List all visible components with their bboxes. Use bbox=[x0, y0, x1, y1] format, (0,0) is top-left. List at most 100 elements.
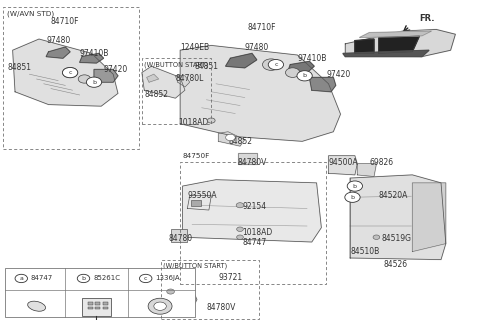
Text: 85261C: 85261C bbox=[93, 275, 120, 282]
Circle shape bbox=[237, 227, 243, 231]
Circle shape bbox=[77, 274, 90, 282]
Circle shape bbox=[237, 235, 243, 239]
Circle shape bbox=[62, 67, 78, 78]
Text: (W/BUTTON START): (W/BUTTON START) bbox=[144, 61, 208, 68]
Polygon shape bbox=[379, 36, 420, 53]
Circle shape bbox=[226, 134, 235, 141]
Polygon shape bbox=[226, 53, 257, 68]
Circle shape bbox=[78, 75, 91, 83]
Polygon shape bbox=[142, 66, 185, 98]
Text: 84851: 84851 bbox=[194, 62, 218, 71]
Circle shape bbox=[148, 298, 172, 314]
Text: 97480: 97480 bbox=[245, 43, 269, 52]
Polygon shape bbox=[218, 132, 245, 146]
Circle shape bbox=[62, 67, 78, 78]
Polygon shape bbox=[345, 30, 456, 56]
Polygon shape bbox=[175, 76, 190, 87]
Text: 1336JA: 1336JA bbox=[156, 275, 180, 282]
Text: (W/AVN STD): (W/AVN STD) bbox=[7, 10, 54, 17]
Bar bbox=[82, 298, 111, 316]
Text: 1018AD: 1018AD bbox=[178, 118, 208, 127]
Bar bbox=[103, 302, 108, 305]
Text: b: b bbox=[82, 276, 85, 281]
Text: 92154: 92154 bbox=[242, 202, 266, 211]
Bar bbox=[180, 162, 326, 283]
Circle shape bbox=[268, 59, 284, 70]
Circle shape bbox=[236, 203, 244, 208]
Bar bbox=[96, 302, 100, 305]
Text: b: b bbox=[350, 195, 354, 200]
Polygon shape bbox=[238, 152, 257, 164]
Circle shape bbox=[297, 71, 312, 81]
Text: 84710F: 84710F bbox=[51, 17, 80, 26]
Circle shape bbox=[86, 77, 102, 87]
Polygon shape bbox=[357, 164, 376, 177]
Text: a: a bbox=[19, 276, 23, 281]
Text: 84526: 84526 bbox=[384, 260, 408, 269]
Text: 84520A: 84520A bbox=[379, 191, 408, 200]
Text: 97420: 97420 bbox=[104, 65, 128, 74]
Text: 84780L: 84780L bbox=[175, 74, 204, 83]
Polygon shape bbox=[80, 53, 104, 63]
Polygon shape bbox=[182, 180, 322, 242]
Polygon shape bbox=[328, 156, 357, 175]
Polygon shape bbox=[343, 50, 429, 56]
Text: 84750F: 84750F bbox=[182, 153, 210, 159]
Polygon shape bbox=[350, 175, 446, 260]
Text: c: c bbox=[68, 70, 72, 75]
Text: 97420: 97420 bbox=[326, 70, 350, 79]
Text: c: c bbox=[274, 62, 277, 67]
Text: c: c bbox=[144, 276, 147, 281]
Circle shape bbox=[345, 192, 360, 202]
Bar bbox=[5, 268, 194, 317]
Polygon shape bbox=[360, 31, 432, 38]
Polygon shape bbox=[12, 39, 118, 106]
Polygon shape bbox=[147, 74, 158, 82]
Text: 84852: 84852 bbox=[144, 91, 168, 100]
Bar bbox=[96, 307, 100, 309]
Text: 97480: 97480 bbox=[46, 36, 71, 45]
Circle shape bbox=[373, 235, 380, 239]
Text: 84780V: 84780V bbox=[238, 158, 267, 167]
Text: b: b bbox=[302, 73, 307, 78]
Bar bbox=[103, 307, 108, 309]
Circle shape bbox=[154, 302, 166, 310]
Text: 93550A: 93550A bbox=[187, 191, 217, 200]
Text: FR.: FR. bbox=[420, 14, 435, 23]
Circle shape bbox=[167, 289, 174, 294]
Circle shape bbox=[263, 59, 280, 70]
Text: 94500A: 94500A bbox=[328, 158, 358, 167]
Polygon shape bbox=[412, 183, 446, 252]
Text: 69826: 69826 bbox=[369, 158, 393, 167]
Circle shape bbox=[286, 68, 300, 77]
Bar bbox=[88, 307, 93, 309]
Bar bbox=[3, 7, 140, 149]
Bar bbox=[170, 229, 187, 242]
Text: 84747: 84747 bbox=[31, 275, 53, 282]
Circle shape bbox=[207, 118, 215, 123]
Text: 84519G: 84519G bbox=[381, 234, 411, 243]
Text: 84780: 84780 bbox=[168, 234, 192, 243]
Text: 1249EB: 1249EB bbox=[180, 43, 209, 52]
Text: b: b bbox=[92, 80, 96, 85]
Polygon shape bbox=[46, 47, 70, 58]
Bar bbox=[161, 260, 259, 319]
Polygon shape bbox=[180, 46, 340, 141]
Polygon shape bbox=[310, 77, 336, 92]
Text: 97410B: 97410B bbox=[80, 49, 109, 58]
Text: 84851: 84851 bbox=[8, 63, 32, 72]
Text: 84710F: 84710F bbox=[247, 23, 276, 32]
Bar bbox=[191, 200, 201, 206]
Text: 97410B: 97410B bbox=[298, 54, 327, 63]
Text: 1018AD: 1018AD bbox=[242, 228, 273, 237]
Polygon shape bbox=[355, 39, 374, 53]
Polygon shape bbox=[187, 196, 211, 210]
Circle shape bbox=[347, 181, 362, 191]
Polygon shape bbox=[166, 283, 197, 314]
Polygon shape bbox=[94, 69, 118, 82]
Ellipse shape bbox=[28, 301, 46, 311]
Circle shape bbox=[140, 274, 152, 282]
Text: 84780V: 84780V bbox=[206, 303, 236, 312]
Circle shape bbox=[15, 274, 27, 282]
Text: b: b bbox=[353, 184, 357, 188]
